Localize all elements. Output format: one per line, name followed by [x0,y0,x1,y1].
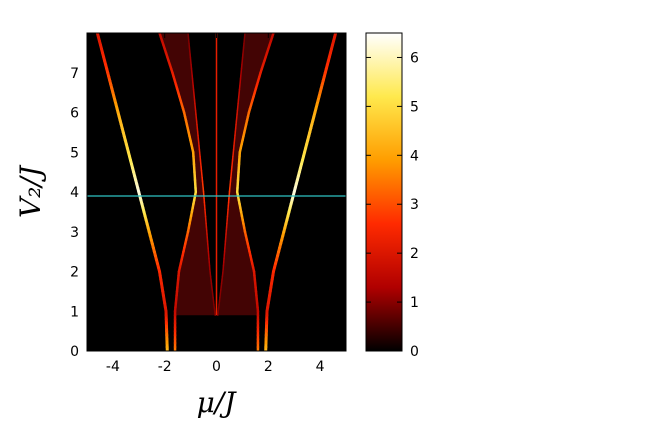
colorbar-tick-label: 2 [410,246,419,262]
y-tick-label: 6 [70,106,79,122]
heatmap-bands [95,33,338,351]
outer-band-left [95,33,169,351]
x-tick-label: 4 [316,359,325,375]
inner-band-left-segment [158,33,163,39]
x-tick-label: 2 [264,359,273,375]
y-tick-label: 0 [70,344,79,360]
colorbar-tick-label: 5 [410,99,419,115]
inner-band-right [235,33,275,351]
x-tick-label: -4 [106,359,120,375]
x-axis-label: μ/J [197,386,238,419]
y-axis-ticks: 0 1 2 3 4 5 6 7 [70,66,346,360]
colorbar [365,32,403,352]
fan-region-left [159,33,216,316]
y-axis-label: V₂/J [14,164,47,218]
fan-region-right [217,33,274,316]
x-tick-label: 0 [212,359,221,375]
outer-band-right-segment [333,33,338,39]
y-tick-label: 7 [70,66,79,82]
colorbar-tick-label: 3 [410,197,419,213]
colorbar-ticks: 0 1 2 3 4 5 6 [366,50,419,360]
y-tick-label: 2 [70,265,79,281]
colorbar-tick-label: 6 [410,50,419,66]
inner-band-right-segment [270,33,275,39]
x-tick-label: -2 [158,359,172,375]
y-tick-label: 5 [70,145,79,161]
x-axis-ticks: -4 -2 0 2 4 [106,33,325,375]
outer-band-right [264,33,338,351]
colorbar-tick-label: 0 [410,344,419,360]
outer-band-left-segment [95,33,100,39]
y-tick-label: 4 [70,185,79,201]
y-tick-label: 3 [70,225,79,241]
colorbar-tick-label: 1 [410,295,419,311]
inner-band-left [158,33,198,351]
center-band-left [187,33,216,316]
y-tick-label: 1 [70,304,79,320]
colorbar-tick-label: 4 [410,148,419,164]
